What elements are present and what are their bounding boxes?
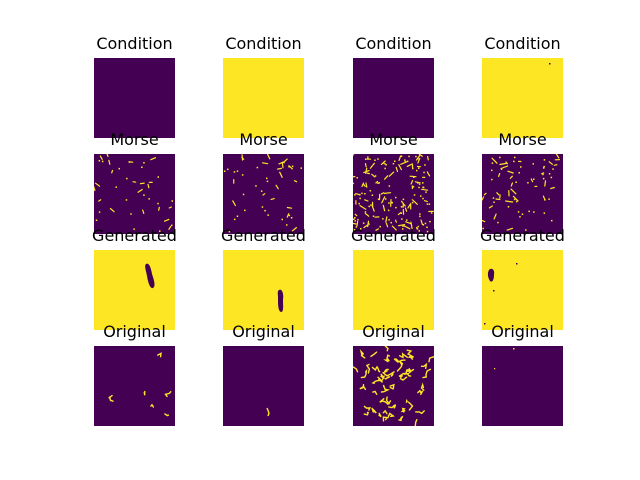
image-canvas [223, 154, 304, 234]
panel-title-condition: Condition [225, 34, 302, 53]
panel-title-morse: Morse [498, 130, 547, 149]
panel-title-original: Original [491, 322, 554, 341]
image-canvas [353, 154, 434, 234]
image-canvas [223, 58, 304, 138]
image-canvas [353, 346, 434, 426]
image-canvas [94, 154, 175, 234]
image-canvas [223, 346, 304, 426]
panel-title-generated: Generated [480, 226, 565, 245]
image-panel-original-1 [94, 346, 175, 426]
image-panel-generated-3 [353, 250, 434, 330]
image-canvas [482, 250, 563, 330]
image-panel-morse-2 [223, 154, 304, 234]
panel-title-morse: Morse [239, 130, 288, 149]
panel-title-original: Original [362, 322, 425, 341]
image-panel-original-3 [353, 346, 434, 426]
panel-title-original: Original [232, 322, 295, 341]
image-canvas [353, 58, 434, 138]
panel-title-condition: Condition [96, 34, 173, 53]
image-panel-condition-4 [482, 58, 563, 138]
image-panel-condition-1 [94, 58, 175, 138]
panel-title-generated: Generated [92, 226, 177, 245]
image-canvas [94, 58, 175, 138]
image-panel-morse-4 [482, 154, 563, 234]
image-panel-morse-1 [94, 154, 175, 234]
image-panel-generated-4 [482, 250, 563, 330]
panel-title-generated: Generated [351, 226, 436, 245]
image-panel-condition-3 [353, 58, 434, 138]
image-panel-morse-3 [353, 154, 434, 234]
panel-title-original: Original [103, 322, 166, 341]
panel-title-generated: Generated [221, 226, 306, 245]
image-panel-original-4 [482, 346, 563, 426]
image-canvas [353, 250, 434, 330]
panel-title-condition: Condition [484, 34, 561, 53]
panel-title-morse: Morse [369, 130, 418, 149]
image-canvas [482, 154, 563, 234]
panel-title-morse: Morse [110, 130, 159, 149]
image-panel-condition-2 [223, 58, 304, 138]
image-canvas [482, 58, 563, 138]
image-panel-generated-1 [94, 250, 175, 330]
panel-title-condition: Condition [355, 34, 432, 53]
image-canvas [94, 346, 175, 426]
image-panel-generated-2 [223, 250, 304, 330]
image-canvas [482, 346, 563, 426]
image-canvas [94, 250, 175, 330]
image-canvas [223, 250, 304, 330]
image-panel-original-2 [223, 346, 304, 426]
